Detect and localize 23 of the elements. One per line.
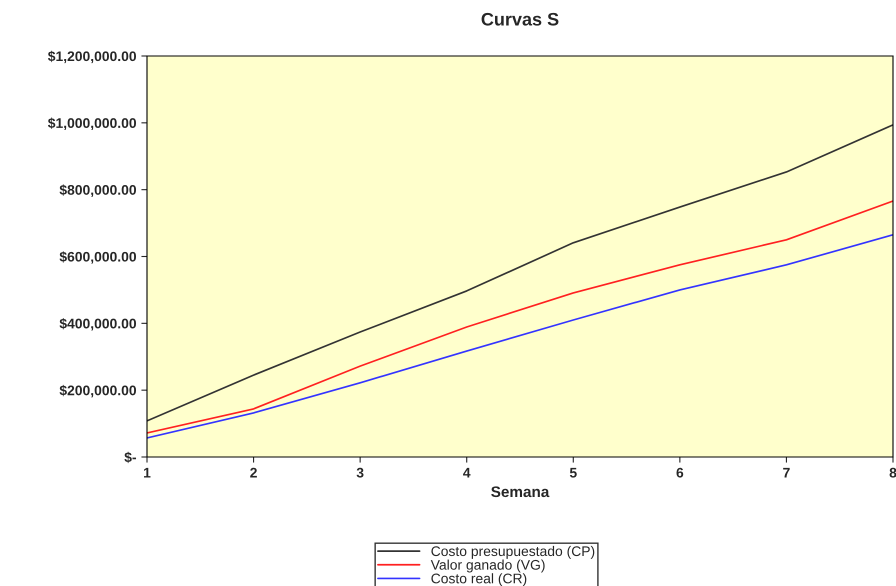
- x-tick-label: 3: [356, 468, 364, 478]
- line-series: [147, 234, 893, 439]
- y-tick-label: $1,000,000.00: [48, 118, 136, 130]
- x-tick-label: 7: [783, 468, 790, 478]
- y-tick-label: $1,200,000.00: [48, 50, 136, 64]
- x-tick-label: 8: [890, 468, 896, 478]
- y-tick-label: $-: [124, 452, 136, 464]
- x-tick-label: 5: [570, 468, 577, 478]
- line-series: [147, 200, 893, 434]
- chart-title: Curvas S: [482, 12, 558, 26]
- line-series: [147, 124, 893, 422]
- y-tick-label: $200,000.00: [60, 384, 136, 398]
- legend-label: Valor ganado (VG): [430, 560, 545, 572]
- legend-label: Costo real (CR): [431, 573, 526, 586]
- x-tick-label: 6: [676, 468, 684, 478]
- legend-label: Costo presupuestado (CP): [431, 546, 594, 559]
- y-tick-label: $800,000.00: [60, 184, 136, 197]
- y-tick-label: $600,000.00: [60, 251, 136, 264]
- x-tick-label: 4: [463, 468, 470, 478]
- x-tick-label: 1: [144, 468, 150, 478]
- y-tick-label: $400,000.00: [60, 318, 136, 331]
- x-tick-label: 2: [250, 468, 257, 478]
- x-axis-title: Semana: [491, 486, 550, 498]
